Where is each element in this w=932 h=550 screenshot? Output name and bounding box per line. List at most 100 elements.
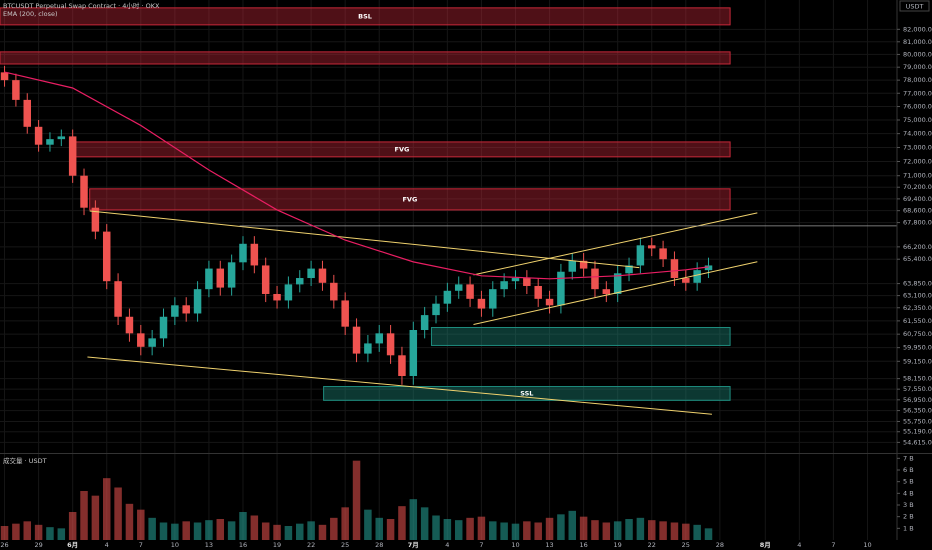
volume-tick-label: 1 B (903, 524, 914, 532)
candle-body (352, 326, 361, 354)
volume-bar (182, 521, 190, 540)
indicator-label: EMA (200, close) (3, 10, 58, 18)
volume-bar (216, 519, 225, 540)
x-tick-label: 4 (797, 541, 801, 549)
candle-body (23, 99, 31, 127)
volume-bar (12, 523, 20, 540)
candle-body (591, 268, 599, 290)
x-tick-label: 4 (105, 541, 109, 549)
candle-body (443, 290, 452, 304)
volume-bar (398, 506, 406, 540)
volume-bar (670, 522, 679, 540)
volume-bar (0, 526, 9, 540)
candle-body (477, 298, 486, 309)
x-tick-label: 25 (341, 541, 349, 549)
axis-layer: 82,000.0 81,000.0 80,000.0 79,000.0 78,000.0… (0, 25, 932, 549)
trend-line (473, 212, 758, 276)
y-tick-label: 59,150.0 (903, 357, 932, 365)
candle-body (318, 268, 327, 283)
volume-bar (489, 521, 497, 540)
volume-tick-label: 7 B (903, 454, 914, 462)
x-tick-label: 13 (205, 541, 213, 549)
zone-label: FVG (402, 195, 417, 203)
y-tick-label: 70,200.0 (903, 183, 932, 191)
volume-bar (568, 510, 577, 540)
zone-label: BSL (358, 12, 372, 20)
candle-body (409, 329, 418, 377)
x-tick-label: 10 (863, 541, 871, 549)
trend-line (473, 261, 758, 326)
y-tick-label: 79,000.0 (903, 63, 932, 71)
candle-body (534, 285, 542, 299)
volume-bar (523, 521, 531, 540)
volume-bar (364, 509, 372, 540)
volume-bar (477, 516, 486, 540)
volume-bar (205, 520, 213, 540)
x-tick-label: 7 (831, 541, 835, 549)
volume-tick-label: 4 B (903, 489, 914, 497)
volume-tick-label: 6 B (903, 466, 914, 474)
candle-body (193, 289, 202, 314)
line-layer (4, 71, 897, 415)
candle-body (239, 243, 247, 263)
candle-body (159, 316, 168, 339)
candle-body (330, 282, 338, 301)
volume-bar (57, 528, 66, 540)
y-tick-label: 58,150.0 (903, 375, 932, 383)
volume-bar (273, 524, 281, 540)
volume-bar (23, 521, 31, 540)
candle-body (568, 260, 577, 272)
candle-body (420, 315, 429, 330)
volume-bar (171, 523, 179, 540)
y-tick-label: 62,350.0 (903, 304, 932, 312)
candle-body (545, 298, 554, 306)
volume-bar (443, 519, 452, 540)
y-tick-label: 73,000.0 (903, 143, 932, 151)
volume-bar (193, 522, 202, 540)
volume-bar (239, 512, 247, 540)
volume-bar (636, 517, 645, 540)
candle-body (523, 278, 531, 286)
x-tick-label: 4 (445, 541, 449, 549)
volume-bar (545, 517, 554, 540)
candle-body (625, 265, 633, 274)
volume-bar (704, 528, 713, 540)
y-tick-label: 81,000.0 (903, 38, 932, 46)
volume-bar (114, 487, 122, 540)
volume-bar (227, 521, 236, 540)
y-tick-label: 56,350.0 (903, 407, 932, 415)
candle-body (341, 300, 349, 327)
zone-layer: BSL FVG FVG SSL (0, 7, 731, 401)
candle-body (273, 293, 281, 301)
x-tick-label: 7 (479, 541, 483, 549)
candle-body (500, 281, 508, 290)
x-tick-label: 26 (0, 541, 8, 549)
x-tick-label: 25 (682, 541, 690, 549)
candle-body (205, 268, 213, 290)
y-tick-label: 55,190.0 (903, 428, 932, 436)
volume-bar (352, 460, 361, 540)
y-tick-label: 67,800.0 (903, 219, 932, 227)
candle-body (171, 305, 179, 317)
zone (323, 386, 731, 401)
volume-bar (682, 523, 690, 540)
candle-body (34, 126, 43, 145)
volume-bar (261, 522, 270, 540)
x-tick-label: 13 (545, 541, 553, 549)
x-tick-label: 19 (273, 541, 281, 549)
candle-body (557, 271, 565, 306)
volume-bar (68, 512, 77, 540)
candle-body (91, 207, 100, 232)
y-tick-label: 56,950.0 (903, 396, 932, 404)
candle-body (250, 243, 259, 266)
candle-body (659, 248, 667, 260)
x-tick-label: 22 (648, 541, 656, 549)
volume-bar (284, 526, 293, 540)
candle-body (296, 278, 304, 285)
volume-bar (159, 522, 168, 540)
x-tick-label: 7月 (408, 541, 419, 549)
candle-body (613, 273, 622, 294)
y-tick-label: 76,000.0 (903, 103, 932, 111)
candle-body (670, 259, 679, 279)
volume-bar (296, 523, 304, 540)
